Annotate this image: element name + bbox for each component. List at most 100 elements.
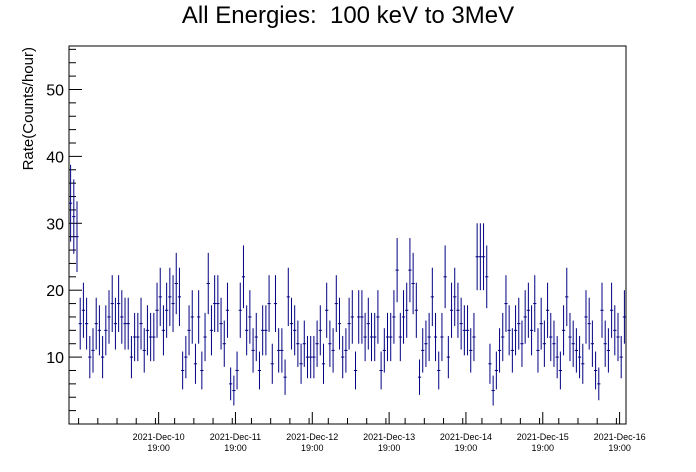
data-point <box>472 312 476 362</box>
data-point <box>558 351 562 390</box>
data-point <box>357 290 361 344</box>
data-point <box>401 290 406 344</box>
x-tick-label-date: 2021-Dec-14 <box>440 432 492 442</box>
data-point <box>312 335 316 379</box>
data-point <box>78 297 82 350</box>
y-tick-label: 40 <box>46 149 64 166</box>
y-axis-label: Rate(Counts/hour) <box>20 47 37 170</box>
data-point <box>190 290 194 344</box>
data-point <box>139 297 143 350</box>
data-point <box>405 282 409 338</box>
data-point <box>181 351 185 390</box>
data-point <box>398 312 402 362</box>
x-tick-label-date: 2021-Dec-13 <box>363 432 415 442</box>
data-point <box>385 312 390 362</box>
data-point <box>110 275 114 332</box>
data-point <box>574 328 578 373</box>
data-point <box>523 290 527 344</box>
data-point <box>529 305 534 356</box>
data-point <box>219 297 223 350</box>
data-point <box>133 312 137 362</box>
data-point <box>555 335 559 379</box>
data-point <box>453 267 457 327</box>
data-point <box>200 351 204 390</box>
data-point <box>581 343 585 384</box>
data-point <box>459 297 463 350</box>
data-point <box>417 359 422 395</box>
data-point <box>257 351 262 390</box>
data-point <box>478 223 482 291</box>
x-tick-label-date: 2021-Dec-11 <box>210 432 261 442</box>
data-point <box>504 275 508 332</box>
data-point <box>245 305 249 356</box>
data-point <box>267 275 271 332</box>
data-point <box>389 312 393 362</box>
data-point <box>360 290 364 344</box>
y-tick-label: 50 <box>46 82 64 99</box>
data-point <box>337 297 342 350</box>
data-point <box>520 320 524 367</box>
data-point <box>216 275 220 332</box>
data-point <box>158 267 162 327</box>
data-point <box>152 312 156 362</box>
data-point <box>344 328 348 373</box>
data-point <box>536 328 540 373</box>
data-point <box>225 282 230 338</box>
data-point <box>273 275 278 332</box>
data-point <box>206 252 210 315</box>
data-point <box>321 343 326 384</box>
data-point <box>513 305 518 356</box>
data-point <box>286 267 290 327</box>
data-point <box>353 351 358 390</box>
data-point <box>277 328 281 373</box>
y-tick-label: 30 <box>46 216 64 233</box>
data-point <box>72 179 76 254</box>
data-point <box>328 320 332 367</box>
data-point <box>446 335 450 379</box>
data-point <box>414 282 418 338</box>
data-point <box>305 335 310 379</box>
data-point <box>517 297 521 350</box>
x-tick-label-date: 2021-Dec-10 <box>133 432 185 442</box>
data-point <box>507 305 511 356</box>
data-point <box>616 312 620 362</box>
data-point <box>421 328 425 373</box>
data-point <box>395 238 399 303</box>
data-point <box>97 305 102 356</box>
data-point <box>280 328 284 373</box>
data-point <box>174 252 178 315</box>
data-point <box>545 282 550 338</box>
data-point <box>177 267 182 327</box>
data-point <box>129 335 134 379</box>
y-tick-label: 20 <box>46 283 64 300</box>
data-point <box>568 312 572 362</box>
data-point <box>184 335 188 379</box>
data-point <box>101 335 105 379</box>
data-point <box>613 305 617 356</box>
data-point <box>264 305 268 356</box>
data-point <box>584 290 588 344</box>
data-point <box>126 297 130 350</box>
data-point <box>302 320 306 367</box>
data-point <box>315 320 319 367</box>
x-tick-label-time: 19:00 <box>532 443 555 453</box>
y-tick-label: 10 <box>46 350 64 367</box>
data-point <box>597 367 601 401</box>
data-point <box>136 312 140 362</box>
data-point <box>408 238 412 303</box>
data-point <box>382 328 386 373</box>
data-point <box>433 312 438 362</box>
data-point <box>270 343 274 384</box>
data-point <box>430 267 434 327</box>
data-point <box>363 312 367 362</box>
data-point <box>113 297 118 350</box>
data-point <box>203 312 207 362</box>
x-tick-label-time: 19:00 <box>224 443 247 453</box>
data-point <box>376 290 380 344</box>
data-point <box>590 320 594 367</box>
data-point <box>549 312 553 362</box>
data-point <box>283 359 287 395</box>
data-point <box>293 305 297 356</box>
data-point <box>334 275 338 332</box>
data-point <box>510 328 514 373</box>
